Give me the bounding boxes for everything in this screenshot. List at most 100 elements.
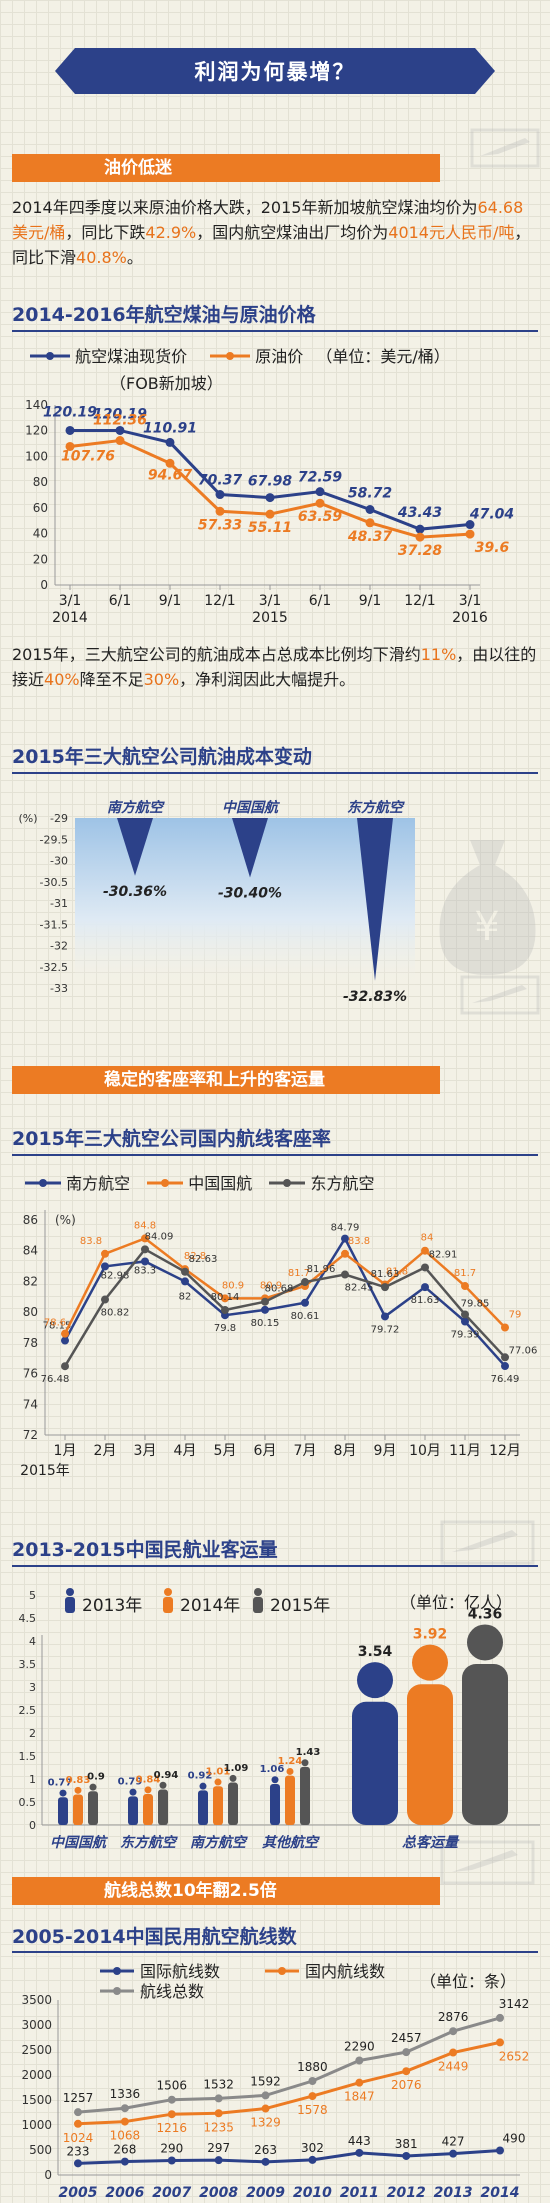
person-head <box>467 1624 503 1661</box>
x-tick-label: 12月 <box>489 1443 521 1459</box>
person-body <box>462 1664 508 1825</box>
person-head <box>159 1781 167 1789</box>
text: ，由以往的接近 <box>12 645 537 689</box>
data-point <box>449 2149 458 2158</box>
x-tick-label: 6/1 <box>109 593 132 609</box>
data-point <box>141 1245 149 1254</box>
x-sub-label: 2015年 <box>20 1463 70 1479</box>
data-point <box>421 1283 429 1292</box>
data-point <box>61 1336 69 1345</box>
y-tick-label: 72 <box>23 1428 38 1442</box>
legend-line-navy <box>25 1179 61 1187</box>
data-point <box>355 2078 364 2087</box>
data-label: 84 <box>421 1233 434 1244</box>
data-label: 233 <box>67 2144 90 2158</box>
data-point <box>101 1262 109 1271</box>
legend-label: 2013年 <box>82 1596 142 1616</box>
legend-person-icon <box>66 1588 74 1596</box>
passenger-volume-chart: 2013年 2014年 2015年 （单位：亿人）00.511.522.533.544… <box>19 1588 540 1851</box>
y-tick-label: 2.5 <box>19 1704 37 1717</box>
x-tick-label: 2009 <box>246 2185 285 2201</box>
data-point <box>355 2148 364 2157</box>
legend-label: 航线总数 <box>140 1982 204 2001</box>
data-label: 47.04 <box>469 507 514 523</box>
data-point <box>341 1270 349 1279</box>
highlight: 4014元人民币/吨 <box>388 223 515 242</box>
y-tick-label: 60 <box>33 501 48 515</box>
y-tick-label: 84 <box>23 1244 38 1258</box>
data-point <box>101 1249 109 1258</box>
x-tick-label: 2007 <box>152 2185 191 2201</box>
data-point <box>465 529 475 539</box>
plane-icon <box>470 128 540 168</box>
data-point <box>461 1317 469 1326</box>
data-point <box>461 1282 469 1291</box>
data-label: 82.8 <box>184 1251 206 1262</box>
series-line <box>77 2040 501 2126</box>
text: 。 <box>126 248 143 267</box>
y-tick-label: 78 <box>23 1336 38 1350</box>
person-body <box>58 1797 68 1825</box>
person-head <box>357 1662 393 1699</box>
data-label: 3.92 <box>413 1627 448 1643</box>
data-point <box>214 2109 223 2118</box>
data-label: 84.79 <box>331 1223 360 1234</box>
person-head <box>301 1759 309 1767</box>
chart5-title: 2005-2014中国民用航空航线数 <box>12 1926 297 1948</box>
y-tick-label: 3000 <box>21 2018 52 2032</box>
x-tick-label: 9/1 <box>159 593 182 609</box>
y-tick-label: 140 <box>25 398 48 412</box>
section-tag-text: 航线总数10年翻2.5倍 <box>104 1881 277 1901</box>
data-label: 1.43 <box>296 1747 321 1758</box>
person-body <box>285 1775 295 1825</box>
data-label: 1329 <box>250 2116 281 2130</box>
data-point <box>308 2092 317 2101</box>
data-point <box>265 509 275 519</box>
legend-line-navy <box>30 352 70 360</box>
data-point <box>449 2027 458 2036</box>
category-label: 中国国航 <box>222 799 280 816</box>
highlight: 42.9% <box>145 223 197 242</box>
text: 2015年，三大航空公司的航油成本占总成本比例均下滑约 <box>12 645 421 664</box>
section-tag-text: 稳定的客座率和上升的客运量 <box>104 1070 325 1090</box>
bar-spike <box>357 818 393 981</box>
y-tick-label: 100 <box>25 449 48 463</box>
data-point <box>501 1353 509 1362</box>
x-tick-label: 3月 <box>134 1443 157 1459</box>
x-tick-label: 3/1 <box>459 593 482 609</box>
y-tick-label: 76 <box>23 1367 38 1381</box>
data-label: 0.83 <box>66 1775 91 1786</box>
data-point <box>65 425 75 435</box>
legend-person-icon <box>164 1588 172 1596</box>
data-point <box>221 1305 229 1314</box>
fuel-cost-paragraph: 2015年，三大航空公司的航油成本占总成本比例均下滑约11%，由以往的接近40%… <box>12 642 538 692</box>
data-point <box>65 441 75 451</box>
category-label: 东方航空 <box>120 1834 178 1851</box>
y-tick-label: 74 <box>23 1397 38 1411</box>
data-point <box>181 1277 189 1286</box>
data-label: 443 <box>348 2134 371 2148</box>
data-label: 1.01 <box>206 1767 231 1778</box>
chart1-title: 2014-2016年航空煤油与原油价格 <box>12 304 316 326</box>
data-point <box>141 1257 149 1266</box>
data-label: 1.24 <box>278 1756 303 1767</box>
data-point <box>415 524 425 534</box>
data-label: 76.48 <box>41 1374 70 1385</box>
data-label: 80.68 <box>265 1284 294 1295</box>
data-point <box>74 2159 82 2168</box>
y-tick-label: 5 <box>29 1589 36 1602</box>
data-label: 78.6 <box>44 1318 66 1329</box>
legend-label: 国内航线数 <box>305 1962 385 1981</box>
data-point <box>308 2077 317 2085</box>
data-label: 82.98 <box>101 1270 130 1281</box>
data-label: 81.7 <box>454 1268 476 1279</box>
data-label: 82.45 <box>345 1283 374 1294</box>
data-label: 84.09 <box>145 1231 174 1242</box>
data-label: 1532 <box>203 2077 234 2091</box>
legend-marker <box>278 1967 286 1975</box>
data-label: 81.96 <box>307 1264 336 1275</box>
data-point <box>74 2108 82 2117</box>
data-point <box>461 1310 469 1319</box>
data-label: 84.8 <box>134 1220 156 1231</box>
